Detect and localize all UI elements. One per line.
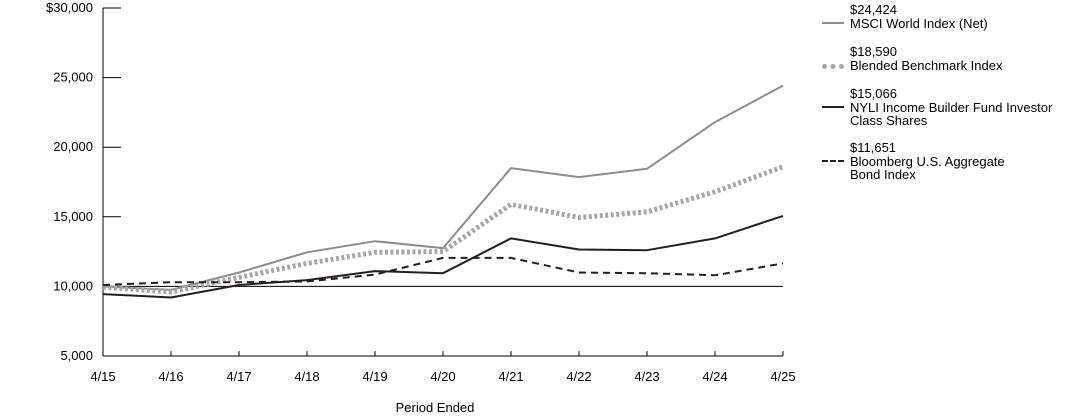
series-line-3 [102,214,784,299]
x-tick-label: 4/18 [294,369,319,384]
legend-series-name: NYLI Income Builder Fund Investor Class … [850,100,1053,128]
legend-swatch [822,160,844,162]
axes: 5,000 10,000 15,000 20,000 25,000 $30,000 4/15… [46,0,796,384]
legend-swatch [822,22,844,24]
x-tick-label: 4/25 [770,369,795,384]
legend-end-value: $15,066 [850,86,897,101]
legend-series-name: MSCI World Index (Net) [850,16,988,31]
x-axis-title: Period Ended [396,400,475,415]
legend-end-value: $18,590 [850,44,897,59]
y-tick-label: 10,000 [53,278,93,293]
legend-swatch [822,106,844,108]
y-tick-label: 15,000 [53,209,93,224]
legend-end-value: $11,651 [850,140,897,155]
x-tick-label: 4/15 [90,369,115,384]
y-tick-label: 20,000 [53,139,93,154]
legend-series-name: Bloomberg U.S. Aggregate Bond Index [850,154,1005,182]
x-tick-label: 4/22 [566,369,591,384]
x-tick-label: 4/23 [634,369,659,384]
y-tick-label: 5,000 [60,348,93,363]
legend-swatch [822,64,844,69]
series-lines [102,84,784,299]
y-tick-label: $30,000 [46,0,93,15]
x-tick-label: 4/24 [702,369,727,384]
x-tick-label: 4/20 [430,369,455,384]
legend-end-value: $24,424 [850,2,897,17]
x-tick-label: 4/21 [498,369,523,384]
x-tick-label: 4/16 [158,369,183,384]
legend-series-name: Blended Benchmark Index [850,58,1003,73]
series-line-4 [102,256,784,286]
series-line-1 [102,84,784,291]
x-tick-label: 4/19 [362,369,387,384]
y-tick-label: 25,000 [53,70,93,85]
x-tick-label: 4/17 [226,369,251,384]
